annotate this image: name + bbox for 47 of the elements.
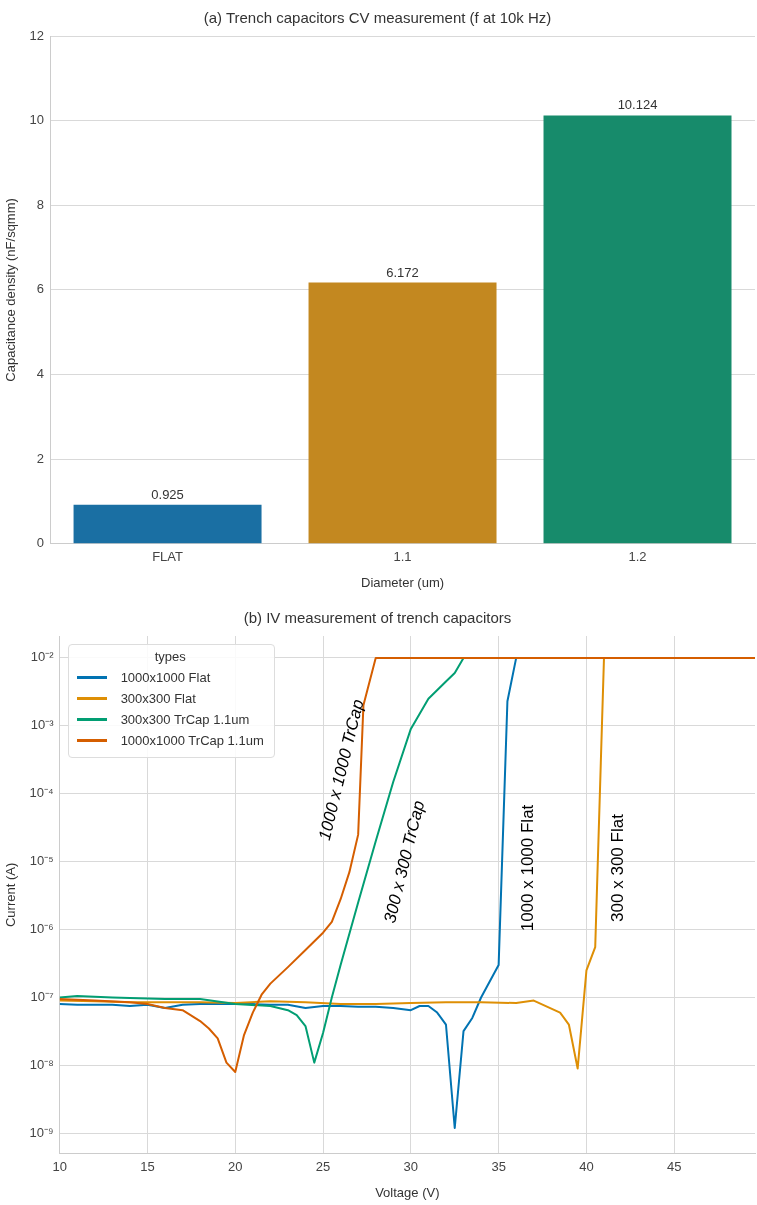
annotation: 300 x 300 TrCap	[380, 798, 429, 925]
x-tick-label: 30	[403, 1159, 419, 1175]
y-tick-label: 10⁻⁵	[29, 853, 54, 869]
y-tick-label: 10⁻⁴	[29, 785, 54, 801]
y-tick-label: 10⁻³	[30, 717, 55, 733]
y-tick-label: 10⁻⁶	[29, 921, 54, 937]
x-axis-title: Voltage (V)	[375, 1184, 440, 1200]
x-tick-label: 10	[52, 1159, 67, 1175]
y-tick-label: 8	[36, 196, 45, 212]
y-tick-label: 4	[36, 366, 45, 382]
x-tick-label: FLAT	[152, 549, 184, 565]
data-label: 6.172	[386, 264, 419, 280]
x-tick-label: 45	[666, 1159, 682, 1175]
legend-label: 300x300 TrCap 1.1um	[120, 712, 250, 727]
y-tick-label: 2	[36, 450, 45, 466]
x-axis-title: Diameter (um)	[360, 574, 445, 590]
x-tick-label: 1.1	[393, 549, 412, 565]
bar	[543, 115, 732, 544]
y-tick-label: 10⁻⁹	[29, 1124, 54, 1140]
y-tick-label: 10⁻⁸	[29, 1057, 54, 1073]
x-tick-label: 1.2	[628, 549, 647, 565]
x-tick-label: 15	[140, 1159, 155, 1175]
legend-label: 1000x1000 Flat	[120, 670, 211, 685]
y-axis-title: Capacitance density (nF/sqmm)	[3, 198, 19, 382]
y-tick-label: 10	[29, 112, 45, 128]
x-tick-label: 20	[228, 1159, 243, 1175]
y-tick-label: 10⁻⁷	[30, 989, 54, 1005]
y-axis-title: Current (A)	[3, 862, 19, 928]
annotation: 1000 x 1000 Flat	[517, 804, 537, 932]
legend-title: types	[153, 649, 187, 664]
chart-title: (a) Trench capacitors CV measurement (f at 10k Hz)	[203, 9, 552, 27]
data-label: 10.124	[617, 97, 658, 113]
x-tick-label: 35	[491, 1159, 506, 1175]
chart-title: (b) IV measurement of trench capacitors	[243, 609, 512, 627]
annotation: 300 x 300 Flat	[607, 813, 627, 922]
data-label: 0.925	[151, 486, 184, 502]
annotation: 1000 x 1000 TrCap	[314, 697, 368, 843]
x-tick-label: 40	[579, 1159, 594, 1175]
legend-label: 300x300 Flat	[120, 691, 196, 706]
y-tick-label: 12	[29, 27, 45, 43]
x-tick-label: 25	[315, 1159, 331, 1175]
bar	[73, 504, 262, 544]
y-tick-label: 10⁻²	[30, 649, 55, 665]
y-tick-label: 0	[36, 535, 45, 551]
legend-label: 1000x1000 TrCap 1.1um	[120, 733, 264, 748]
y-tick-label: 6	[36, 281, 45, 297]
bar	[308, 282, 497, 544]
